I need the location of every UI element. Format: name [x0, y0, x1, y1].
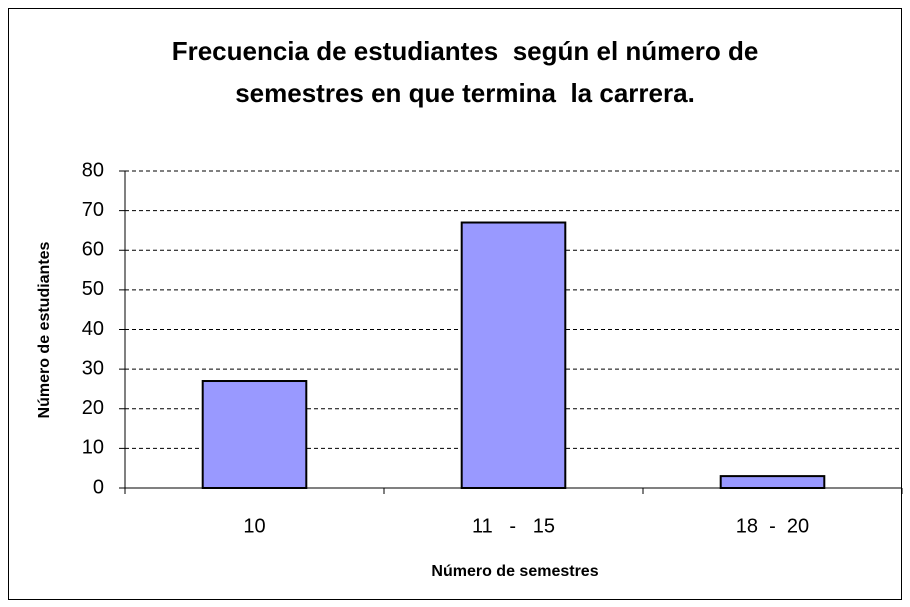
y-tick-label: 20 [82, 397, 104, 419]
y-tick-label: 30 [82, 357, 104, 379]
y-tick-label: 40 [82, 318, 104, 340]
chart-title: Frecuencia de estudiantes según el númer… [171, 36, 766, 108]
y-tick-label: 50 [82, 278, 104, 300]
x-tick-label: 11 - 15 [472, 515, 555, 537]
bar [719, 475, 826, 489]
bar [460, 221, 567, 489]
y-tick-label: 0 [93, 476, 104, 498]
x-tick-label: 10 [243, 515, 265, 537]
y-tick-label: 60 [82, 239, 104, 261]
x-axis-label: Número de semestres [431, 563, 598, 580]
chart-frame [8, 8, 902, 600]
y-tick-label: 70 [82, 199, 104, 221]
y-axis-label: Número de estudiantes [36, 241, 53, 418]
bar [201, 380, 308, 490]
y-tick-label: 80 [82, 159, 104, 181]
y-tick-label: 10 [82, 437, 104, 459]
x-tick-label: 18 - 20 [736, 515, 809, 537]
